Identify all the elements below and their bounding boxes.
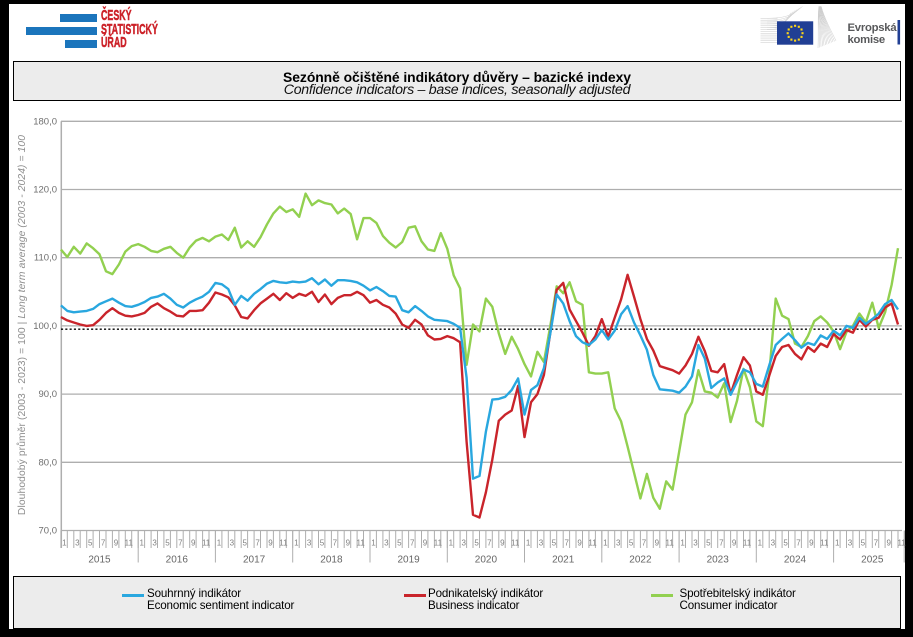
svg-text:1: 1 [217,539,222,548]
svg-text:2021: 2021 [552,555,575,566]
svg-text:7: 7 [101,539,106,548]
svg-text:9: 9 [655,539,660,548]
svg-text:9: 9 [191,539,196,548]
svg-text:1: 1 [680,539,685,548]
svg-text:1: 1 [294,539,299,548]
svg-text:9: 9 [268,539,273,548]
svg-text:2018: 2018 [320,555,343,566]
svg-text:11: 11 [743,539,752,548]
svg-text:5: 5 [88,539,93,548]
svg-text:3: 3 [152,539,157,548]
svg-text:7: 7 [719,539,724,548]
svg-text:1: 1 [371,539,376,548]
svg-text:2024: 2024 [784,555,807,566]
svg-text:11: 11 [511,539,520,548]
svg-text:7: 7 [178,539,183,548]
svg-text:2025: 2025 [861,555,884,566]
svg-text:3: 3 [539,539,544,548]
svg-text:11: 11 [279,539,288,548]
svg-text:5: 5 [629,539,634,548]
svg-text:11: 11 [357,539,366,548]
svg-text:90,0: 90,0 [39,389,58,400]
svg-text:3: 3 [384,539,389,548]
svg-text:5: 5 [474,539,479,548]
svg-text:7: 7 [333,539,338,548]
svg-text:180,0: 180,0 [33,116,57,127]
svg-text:7: 7 [642,539,647,548]
svg-text:11: 11 [434,539,443,548]
svg-text:3: 3 [848,539,853,548]
svg-text:2022: 2022 [629,555,652,566]
svg-text:11: 11 [897,539,906,548]
svg-text:120,0: 120,0 [33,185,57,196]
svg-text:5: 5 [706,539,711,548]
svg-text:9: 9 [346,539,351,548]
svg-text:3: 3 [461,539,466,548]
svg-text:7: 7 [255,539,260,548]
svg-text:11: 11 [666,539,675,548]
svg-text:9: 9 [732,539,737,548]
svg-text:9: 9 [809,539,814,548]
svg-text:7: 7 [564,539,569,548]
svg-text:2020: 2020 [475,555,498,566]
svg-text:9: 9 [500,539,505,548]
svg-text:9: 9 [577,539,582,548]
svg-text:5: 5 [783,539,788,548]
svg-text:5: 5 [552,539,557,548]
svg-text:7: 7 [796,539,801,548]
svg-text:110,0: 110,0 [34,253,57,264]
svg-text:2017: 2017 [243,555,266,566]
svg-text:100,0: 100,0 [33,321,57,332]
svg-text:3: 3 [771,539,776,548]
svg-text:9: 9 [423,539,428,548]
svg-text:2023: 2023 [707,555,730,566]
svg-text:1: 1 [835,539,840,548]
svg-text:70,0: 70,0 [39,526,58,537]
svg-text:1: 1 [758,539,763,548]
svg-text:11: 11 [820,539,829,548]
svg-text:1: 1 [526,539,531,548]
svg-text:9: 9 [114,539,119,548]
svg-text:5: 5 [861,539,866,548]
svg-text:5: 5 [320,539,325,548]
svg-text:1: 1 [62,539,67,548]
svg-text:11: 11 [125,539,134,548]
svg-text:7: 7 [874,539,879,548]
svg-text:11: 11 [588,539,597,548]
svg-text:1: 1 [139,539,144,548]
svg-text:3: 3 [75,539,80,548]
svg-text:Dlouhodobý průměr (2003 - 2023: Dlouhodobý průměr (2003 - 2023) = 100 | … [16,135,28,515]
svg-text:3: 3 [616,539,621,548]
svg-text:2015: 2015 [88,555,111,566]
svg-text:9: 9 [886,539,891,548]
svg-text:3: 3 [693,539,698,548]
svg-text:5: 5 [242,539,247,548]
svg-text:80,0: 80,0 [39,457,58,468]
svg-text:2016: 2016 [166,555,189,566]
svg-text:11: 11 [202,539,211,548]
svg-text:3: 3 [230,539,235,548]
svg-text:2019: 2019 [397,555,420,566]
svg-text:3: 3 [307,539,312,548]
svg-text:1: 1 [449,539,454,548]
svg-text:5: 5 [165,539,170,548]
svg-text:7: 7 [410,539,415,548]
svg-text:7: 7 [487,539,492,548]
svg-text:1: 1 [603,539,608,548]
svg-text:5: 5 [397,539,402,548]
